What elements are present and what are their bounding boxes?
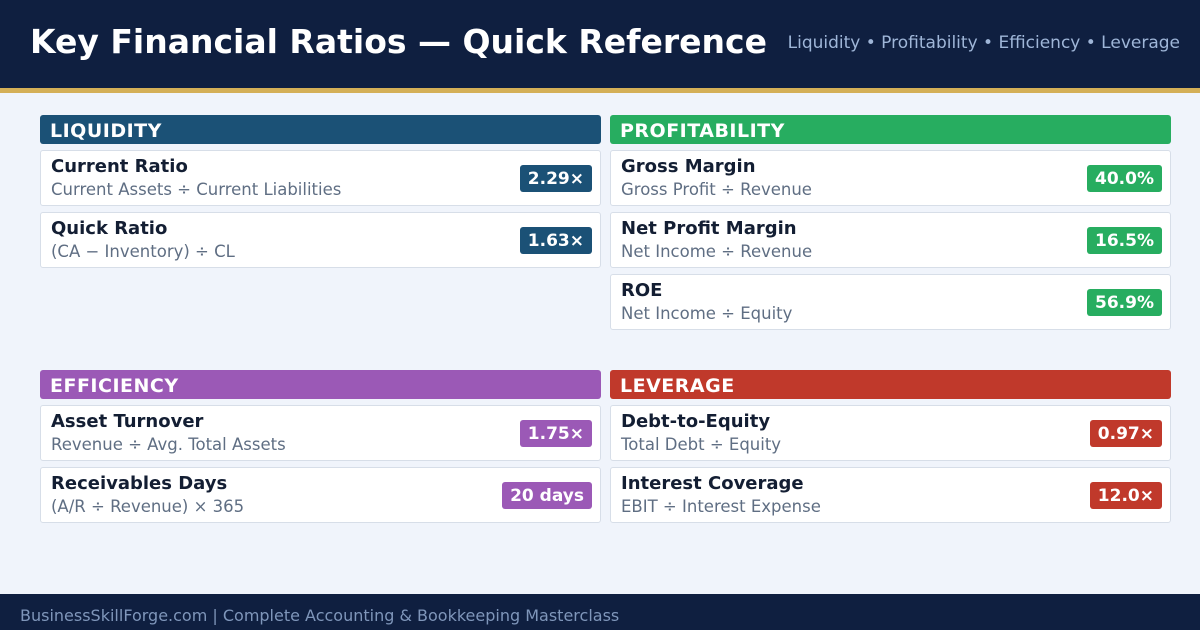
footer-bar: BusinessSkillForge.com | Complete Accoun… — [0, 594, 1200, 630]
ratio-card-current-ratio: Current Ratio Current Assets ÷ Current L… — [40, 150, 601, 206]
ratio-formula: Net Income ÷ Equity — [621, 304, 793, 323]
ratio-value-badge: 16.5% — [1087, 227, 1162, 254]
ratio-card-gross-margin: Gross Margin Gross Profit ÷ Revenue 40.0… — [610, 150, 1171, 206]
ratio-card-debt-to-equity: Debt-to-Equity Total Debt ÷ Equity 0.97× — [610, 405, 1171, 461]
ratio-value-badge: 2.29× — [519, 165, 592, 192]
header-categories: Liquidity • Profitability • Efficiency •… — [787, 33, 1180, 53]
ratio-formula: Revenue ÷ Avg. Total Assets — [51, 435, 286, 454]
ratio-formula: EBIT ÷ Interest Expense — [621, 497, 821, 516]
ratio-name: Quick Ratio — [51, 218, 168, 239]
ratio-name: Receivables Days — [51, 473, 228, 494]
section-title-profitability: PROFITABILITY — [610, 115, 1171, 144]
ratio-formula: Current Assets ÷ Current Liabilities — [51, 180, 342, 199]
ratio-formula: (A/R ÷ Revenue) × 365 — [51, 497, 245, 516]
section-title-liquidity: LIQUIDITY — [40, 115, 601, 144]
section-leverage: LEVERAGE Debt-to-Equity Total Debt ÷ Equ… — [610, 370, 1171, 523]
ratio-value-badge: 0.97× — [1089, 420, 1162, 447]
section-profitability: PROFITABILITY Gross Margin Gross Profit … — [610, 115, 1171, 330]
ratio-name: Net Profit Margin — [621, 218, 797, 239]
ratio-value-badge: 1.63× — [519, 227, 592, 254]
ratio-formula: Gross Profit ÷ Revenue — [621, 180, 812, 199]
ratio-card-roe: ROE Net Income ÷ Equity 56.9% — [610, 274, 1171, 330]
section-efficiency: EFFICIENCY Asset Turnover Revenue ÷ Avg.… — [40, 370, 601, 523]
ratio-name: Debt-to-Equity — [621, 411, 771, 432]
ratio-value-badge: 1.75× — [519, 420, 592, 447]
page-title: Key Financial Ratios — Quick Reference — [30, 22, 767, 61]
ratio-name: Current Ratio — [51, 156, 188, 177]
ratio-value-badge: 12.0× — [1089, 482, 1162, 509]
ratio-name: ROE — [621, 280, 663, 301]
ratio-formula: Total Debt ÷ Equity — [621, 435, 782, 454]
ratio-formula: Net Income ÷ Revenue — [621, 242, 813, 261]
ratio-formula: (CA − Inventory) ÷ CL — [51, 242, 235, 261]
section-title-leverage: LEVERAGE — [610, 370, 1171, 399]
ratio-card-quick-ratio: Quick Ratio (CA − Inventory) ÷ CL 1.63× — [40, 212, 601, 268]
ratio-value-badge: 40.0% — [1087, 165, 1162, 192]
ratio-value-badge: 56.9% — [1087, 289, 1162, 316]
ratio-name: Gross Margin — [621, 156, 756, 177]
gold-divider — [0, 88, 1200, 93]
footer-credit: BusinessSkillForge.com | Complete Accoun… — [20, 606, 620, 625]
ratio-card-net-profit-margin: Net Profit Margin Net Income ÷ Revenue 1… — [610, 212, 1171, 268]
section-title-efficiency: EFFICIENCY — [40, 370, 601, 399]
header-bar: Key Financial Ratios — Quick Reference L… — [0, 0, 1200, 88]
ratio-card-asset-turnover: Asset Turnover Revenue ÷ Avg. Total Asse… — [40, 405, 601, 461]
ratio-name: Interest Coverage — [621, 473, 804, 494]
ratio-card-interest-coverage: Interest Coverage EBIT ÷ Interest Expens… — [610, 467, 1171, 523]
section-liquidity: LIQUIDITY Current Ratio Current Assets ÷… — [40, 115, 601, 268]
ratio-name: Asset Turnover — [51, 411, 204, 432]
ratio-value-badge: 20 days — [502, 482, 592, 509]
ratio-card-receivables-days: Receivables Days (A/R ÷ Revenue) × 365 2… — [40, 467, 601, 523]
